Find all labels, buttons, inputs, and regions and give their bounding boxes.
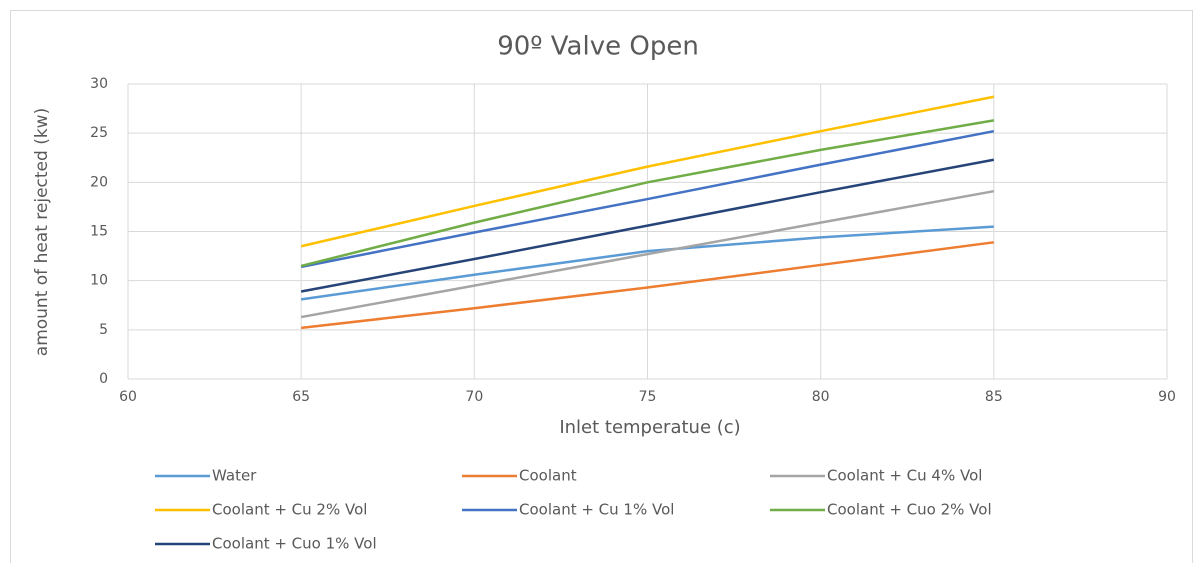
x-tick-label: 60 [119,389,137,405]
chart-border [10,10,1193,567]
legend-label: Water [212,467,257,485]
x-tick-label: 75 [639,389,657,405]
series-line [300,129,995,269]
series-line [300,95,995,248]
y-tick-label: 25 [90,125,108,141]
series-line [300,158,995,293]
chart-title: 90º Valve Open [497,32,699,62]
y-tick-label: 30 [90,76,108,92]
x-tick-label: 80 [812,389,830,405]
legend-label: Coolant [519,467,577,485]
x-tick-label: 70 [465,389,483,405]
y-tick-label: 0 [99,371,108,387]
series-line [300,225,994,301]
legend-label: Coolant + Cuo 1% Vol [212,535,377,553]
legend-label: Coolant + Cu 2% Vol [212,501,367,519]
legend-label: Coolant + Cuo 2% Vol [827,501,992,519]
series-line [300,119,995,268]
x-tick-label: 65 [292,389,310,405]
y-tick-label: 10 [90,273,108,289]
x-tick-label: 90 [1158,389,1176,405]
y-tick-label: 20 [90,174,108,190]
x-axis-label: Inlet temperatue (c) [559,417,740,438]
legend-label: Coolant + Cu 4% Vol [827,467,982,485]
series-line [301,241,994,330]
y-tick-label: 15 [90,224,108,240]
y-axis-label: amount of heat rejected (kw) [32,108,52,356]
legend-label: Coolant + Cu 1% Vol [519,501,674,519]
series-line [300,189,995,319]
x-tick-label: 85 [985,389,1003,405]
y-tick-label: 5 [99,322,108,338]
